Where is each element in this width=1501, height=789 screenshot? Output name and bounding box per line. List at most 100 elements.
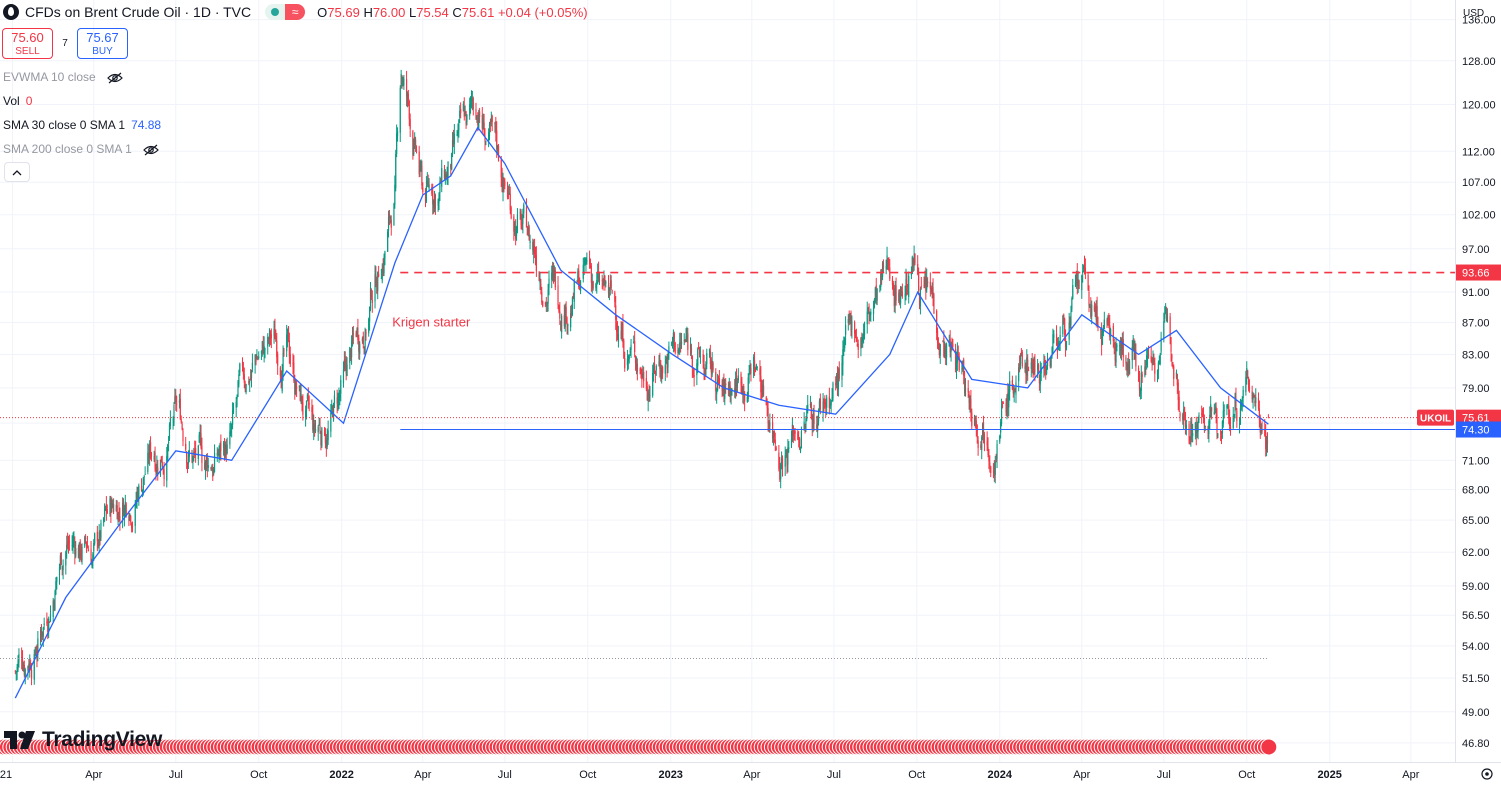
candle-body <box>433 196 436 204</box>
candle-body <box>803 421 805 430</box>
y-tick-label: 136.00 <box>1462 15 1496 27</box>
candle-body <box>1198 414 1200 420</box>
settings-gear-icon[interactable] <box>1481 768 1493 780</box>
candle-body <box>1009 380 1011 392</box>
candle-body <box>475 109 477 120</box>
candle-body <box>1151 358 1153 365</box>
candle-body <box>591 283 593 285</box>
candle-body <box>1145 363 1147 365</box>
candle-body <box>458 120 460 131</box>
candle-body <box>1238 423 1241 425</box>
ohlc-values: O75.69 H76.00 L75.54 C75.61 +0.04 (+0.05… <box>317 5 587 20</box>
market-status-pill[interactable]: ≈ <box>265 4 306 20</box>
candle-body <box>1191 423 1193 435</box>
candle-body <box>967 388 969 393</box>
candle-body <box>1215 406 1217 414</box>
symbol-title[interactable]: CFDs on Brent Crude Oil · 1D · TVC <box>25 4 252 20</box>
candle-body <box>224 444 226 457</box>
candle-body <box>502 180 504 192</box>
candle-body <box>756 366 758 368</box>
candle-body <box>899 286 902 304</box>
candle-body <box>90 549 92 565</box>
candle-body <box>1214 408 1216 410</box>
candle-body <box>1178 396 1180 412</box>
y-tick-label: 87.00 <box>1462 318 1490 330</box>
candle-body <box>666 356 668 369</box>
candle-body <box>1261 429 1263 432</box>
candle-body <box>1177 382 1179 401</box>
y-tick-label: 128.00 <box>1462 56 1496 68</box>
candle-body <box>767 408 769 424</box>
sell-button[interactable]: 75.60 SELL <box>2 28 53 59</box>
candle-body <box>520 211 522 225</box>
candle-body <box>944 346 946 358</box>
candle-body <box>1083 263 1086 270</box>
candle-body <box>451 153 453 170</box>
candle-body <box>1046 366 1048 374</box>
candle-body <box>790 439 793 445</box>
candle-body <box>969 397 971 404</box>
candle-body <box>1137 368 1140 382</box>
candle-body <box>349 347 351 363</box>
candle-body <box>237 381 239 397</box>
eye-hidden-icon[interactable] <box>143 144 159 156</box>
candle-body <box>445 173 447 180</box>
candle-body <box>337 397 339 408</box>
candle-body <box>280 377 282 389</box>
candle-body <box>258 356 260 358</box>
candle-body <box>784 455 786 467</box>
candle-body <box>999 435 1001 442</box>
candle-body <box>1179 413 1181 417</box>
candle-body <box>421 165 423 186</box>
candle-body <box>515 227 517 239</box>
indicator-evwma[interactable]: EVWMA 10 close <box>3 70 123 84</box>
collapse-legend-button[interactable] <box>4 162 30 182</box>
indicator-label: EVWMA 10 close <box>3 70 96 84</box>
candle-body <box>464 113 466 115</box>
candle-body <box>180 419 182 423</box>
candle-body <box>469 104 471 116</box>
candle-body <box>53 601 55 609</box>
candle-body <box>131 526 134 528</box>
candle-body <box>605 281 607 284</box>
candle-body <box>980 444 982 448</box>
candle-body <box>1131 346 1133 361</box>
candle-body <box>597 271 600 281</box>
candle-body <box>323 430 326 436</box>
candle-body <box>1020 352 1022 355</box>
candle-body <box>134 503 136 526</box>
candle-body <box>816 424 818 429</box>
candle-body <box>1208 421 1210 434</box>
candle-body <box>1126 364 1128 371</box>
indicator-sma30[interactable]: SMA 30 close 0 SMA 1 74.88 <box>3 118 161 132</box>
candle-body <box>1265 432 1267 449</box>
candle-body <box>602 282 604 287</box>
indicator-sma200[interactable]: SMA 200 close 0 SMA 1 <box>3 142 159 156</box>
candle-body <box>308 403 310 405</box>
candle-body <box>244 384 246 390</box>
buy-button[interactable]: 75.67 BUY <box>77 28 128 59</box>
candle-body <box>332 407 334 418</box>
trade-panel: 75.60 SELL 7 75.67 BUY <box>2 28 128 59</box>
tradingview-logo[interactable]: TradingView <box>4 728 162 752</box>
candle-body <box>893 292 895 307</box>
candle-body <box>678 349 680 351</box>
candle-body <box>1000 422 1002 433</box>
candle-body <box>1221 421 1224 434</box>
candle-body <box>197 445 199 459</box>
candle-body <box>1229 426 1232 430</box>
candle-body <box>798 438 800 440</box>
candle-body <box>931 288 933 292</box>
candle-body <box>356 328 358 335</box>
eye-hidden-icon[interactable] <box>107 72 123 84</box>
candle-body <box>213 452 216 472</box>
candle-body <box>824 401 826 404</box>
candle-body <box>1044 359 1046 368</box>
candle-body <box>369 287 372 310</box>
candle-body <box>1119 345 1121 347</box>
candle-body <box>58 567 61 576</box>
candle-body <box>863 322 866 336</box>
indicator-volume[interactable]: Vol 0 <box>3 94 32 108</box>
